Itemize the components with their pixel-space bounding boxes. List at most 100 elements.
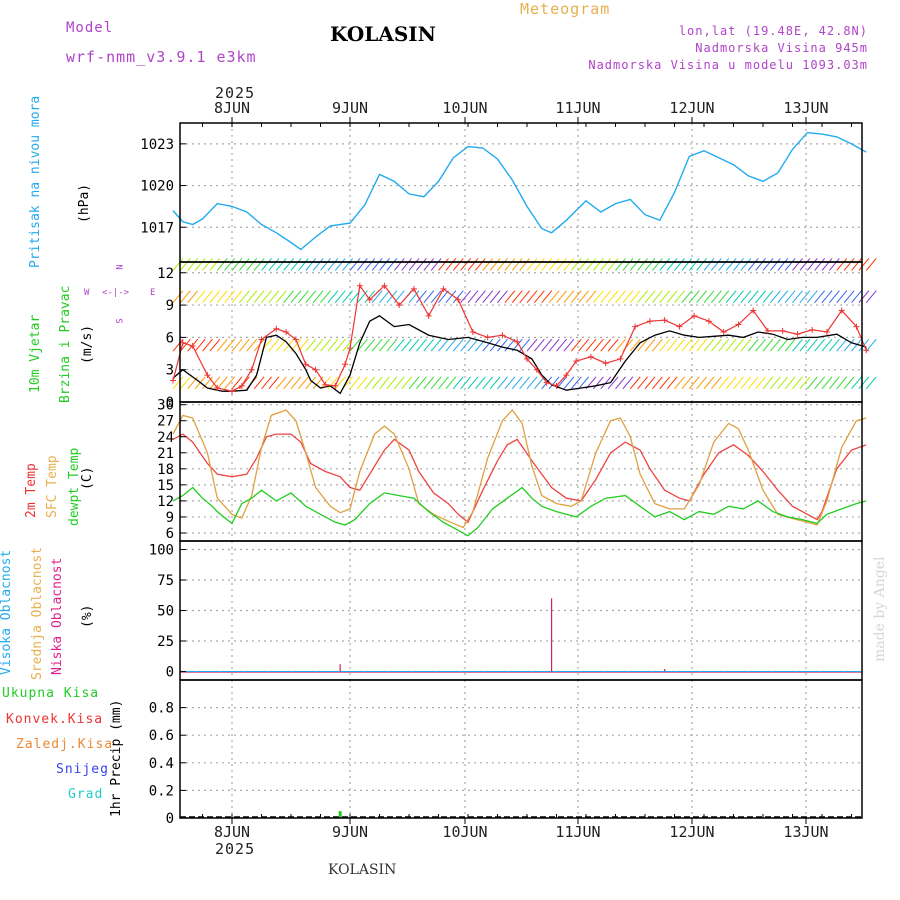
wind-barb xyxy=(290,376,302,390)
wind-barb xyxy=(865,258,877,271)
wind-barb xyxy=(777,338,789,352)
wind-barb xyxy=(622,258,634,271)
wind-barb xyxy=(858,376,870,390)
wind-barb xyxy=(703,338,715,352)
wind-barb xyxy=(836,290,848,304)
wind-barb xyxy=(578,376,590,390)
wind-barb xyxy=(541,338,553,352)
wind-barb xyxy=(666,338,678,352)
wind-barb xyxy=(828,338,840,352)
wind-barb xyxy=(393,258,405,271)
wind-barb xyxy=(681,376,693,390)
wind-gust-marker xyxy=(779,327,786,334)
wind-barb xyxy=(578,258,590,271)
wind-speed-line xyxy=(172,315,867,395)
wind-gust-marker xyxy=(248,366,255,373)
wind-barb xyxy=(769,258,781,271)
wind-barb xyxy=(261,258,272,271)
wind-gust-marker xyxy=(794,331,801,338)
wind-barb xyxy=(497,290,508,304)
wind-gust-marker xyxy=(484,334,491,341)
wind-barb xyxy=(216,376,228,390)
wind-barb xyxy=(858,290,870,304)
wind-barb xyxy=(179,376,191,390)
wind-barb xyxy=(688,376,700,390)
wind-barb xyxy=(511,376,523,390)
wind-barb xyxy=(851,338,862,352)
wind-barb xyxy=(688,338,700,352)
wind-gust-marker xyxy=(838,307,845,314)
wind-barb xyxy=(526,338,538,352)
wind-barb xyxy=(371,290,383,304)
wind-barb xyxy=(814,290,826,304)
wind-barb xyxy=(519,258,531,271)
wind-barb xyxy=(578,290,590,304)
wind-barb xyxy=(297,258,309,271)
wind-gust-marker xyxy=(440,285,447,292)
wind-barb xyxy=(393,338,405,352)
wind-gust-marker xyxy=(332,382,339,389)
wind-barb xyxy=(659,258,671,271)
wind-barb xyxy=(629,258,641,271)
wind-barb xyxy=(231,338,243,352)
model-elevation-label: Nadmorska Visina u modelu 1093.03m xyxy=(588,58,868,72)
precip-ytick-label: 0.8 xyxy=(149,701,174,717)
wind-barb xyxy=(467,376,479,390)
wind-barb xyxy=(194,258,206,271)
wind-barb xyxy=(305,290,317,304)
temp-ytick-label: 24 xyxy=(157,430,174,446)
wind-barb xyxy=(268,258,280,271)
wind-barb xyxy=(563,376,575,390)
wind-barb xyxy=(246,258,258,271)
wind-barb xyxy=(710,258,722,271)
wind-barb xyxy=(851,376,862,390)
pressure-ytick-label: 1020 xyxy=(140,179,174,195)
wind-barb xyxy=(733,338,744,352)
wind-barb xyxy=(725,338,737,352)
wind-barb xyxy=(821,376,833,390)
precip-label-snow: Snijeg xyxy=(56,762,109,777)
wind-barb xyxy=(408,258,420,271)
wind-barb xyxy=(504,338,516,352)
wind-barb xyxy=(408,290,420,304)
wind-barb xyxy=(202,290,213,304)
day-label-bottom: 13JUN xyxy=(783,823,828,841)
wind-barb xyxy=(334,258,346,271)
wind-barb xyxy=(327,258,339,271)
temp-ytick-label: 12 xyxy=(157,494,174,510)
wind-barb xyxy=(548,338,560,352)
wind-barb xyxy=(238,258,250,271)
wind-gust-marker xyxy=(853,323,860,330)
wind-barb xyxy=(305,338,317,352)
wind-barb xyxy=(209,290,221,304)
day-label-top: 9JUN xyxy=(332,99,368,117)
wind-barb xyxy=(342,258,354,271)
wind-barb xyxy=(651,258,663,271)
wind-barb xyxy=(290,258,302,271)
wind-barb xyxy=(733,376,744,390)
wind-barb xyxy=(629,290,641,304)
wind-barb xyxy=(828,290,840,304)
wind-gust-marker xyxy=(381,282,388,289)
wind-barb xyxy=(762,376,774,390)
wind-barb xyxy=(216,338,228,352)
wind-barb xyxy=(327,376,339,390)
wind-barb xyxy=(430,258,442,271)
wind-barb xyxy=(740,338,752,352)
wind-barb xyxy=(696,376,708,390)
wind-gust-marker xyxy=(366,296,373,303)
footer-station: KOLASIN xyxy=(328,862,397,878)
wind-barb xyxy=(843,258,855,271)
wind-barb xyxy=(489,290,501,304)
wind-barb xyxy=(497,338,508,352)
wind-barb xyxy=(637,338,649,352)
wind-gust-marker xyxy=(735,321,742,328)
elevation-label: Nadmorska Visina 945m xyxy=(695,41,868,55)
wind-gust-marker xyxy=(170,377,176,384)
wind-barb xyxy=(297,376,309,390)
wind-barb xyxy=(511,258,523,271)
wind-barb xyxy=(792,290,803,304)
wind-barb xyxy=(305,376,317,390)
wind-barb xyxy=(423,338,435,352)
wind-barb xyxy=(371,376,383,390)
